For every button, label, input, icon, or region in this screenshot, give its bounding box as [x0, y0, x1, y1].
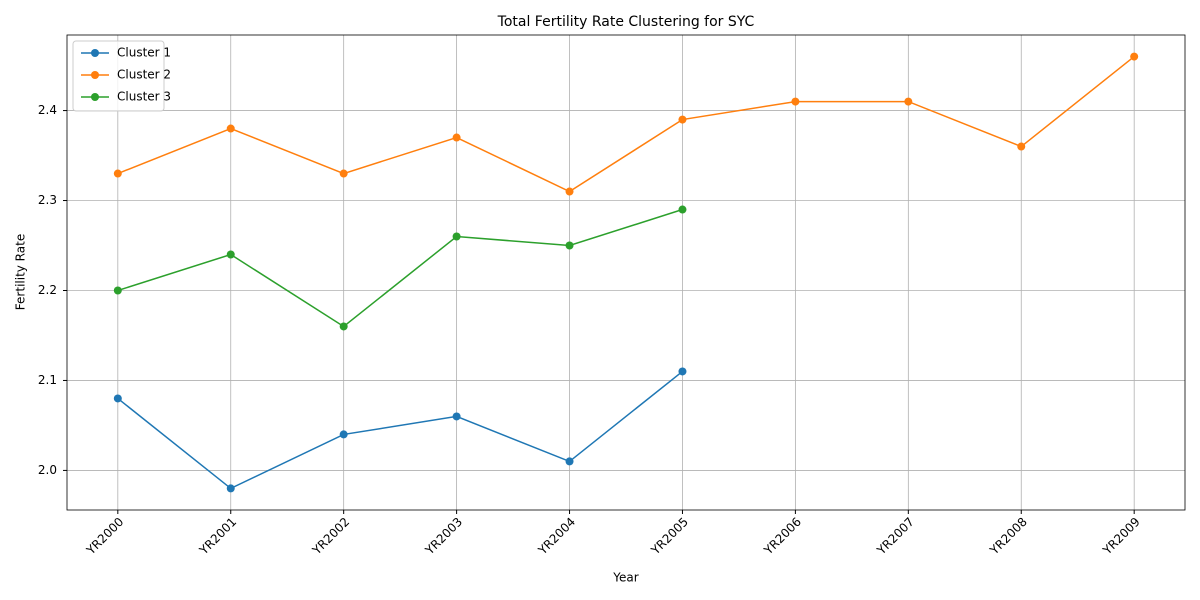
legend-label: Cluster 2	[117, 68, 171, 82]
series-line	[117, 56, 1135, 193]
point	[678, 205, 687, 214]
chart-title: Total Fertility Rate Clustering for SYC	[497, 14, 755, 30]
point	[339, 169, 348, 178]
y-tick-label: 2.4	[38, 103, 57, 117]
point	[565, 457, 574, 466]
plot-frame	[66, 34, 1186, 511]
y-tick-label: 2.2	[38, 283, 57, 297]
point	[791, 97, 800, 106]
y-axis-label: Fertility Rate	[14, 234, 28, 310]
point	[1017, 142, 1026, 151]
point	[339, 430, 348, 439]
point	[904, 97, 913, 106]
legend-marker	[91, 93, 99, 101]
y-tick-label: 2.3	[38, 193, 57, 207]
point	[113, 169, 122, 178]
series-line	[117, 370, 683, 490]
series-line	[117, 208, 683, 328]
point	[339, 322, 348, 331]
y-tick-label: 2.1	[38, 373, 57, 387]
point	[226, 250, 235, 259]
legend-marker	[91, 49, 99, 57]
plot-data	[113, 52, 1139, 493]
point	[452, 133, 461, 142]
point	[113, 394, 122, 403]
point	[565, 241, 574, 250]
legend-label: Cluster 1	[117, 46, 171, 60]
legend: Cluster 1 Cluster 2 Cluster 3	[72, 40, 171, 112]
x-axis-label: Year	[612, 571, 638, 585]
point	[678, 115, 687, 124]
point	[452, 232, 461, 241]
grid	[67, 35, 1185, 510]
point	[226, 124, 235, 133]
point	[226, 484, 235, 493]
point	[678, 367, 687, 376]
point	[113, 286, 122, 295]
legend-label: Cluster 3	[117, 90, 171, 104]
point	[452, 412, 461, 421]
y-tick-label: 2.0	[38, 463, 57, 477]
point	[1130, 52, 1139, 61]
point	[565, 187, 574, 196]
legend-marker	[91, 71, 99, 79]
